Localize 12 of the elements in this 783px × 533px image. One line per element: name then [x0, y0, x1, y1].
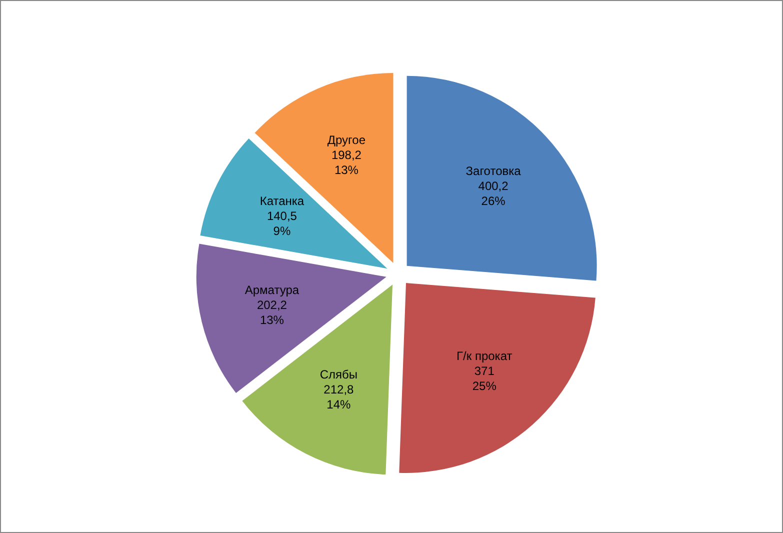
data-label: 400,2 26% [478, 178, 509, 208]
slice-label: Заготовка [466, 164, 522, 178]
data-label: 212,8 14% [324, 382, 354, 412]
slice-label: Г/к прокат [456, 348, 513, 363]
data-label: 140,5 9% [266, 208, 298, 238]
slice-label: Катанка [260, 194, 304, 208]
data-label: 198,2 13% [331, 148, 362, 177]
slice-label: Слябы [320, 367, 358, 382]
slice-label: Арматура [244, 283, 300, 298]
data-label: 371 25% [472, 364, 497, 393]
data-label: 202,2 13% [256, 298, 288, 328]
slice-label: Другое [327, 132, 366, 147]
